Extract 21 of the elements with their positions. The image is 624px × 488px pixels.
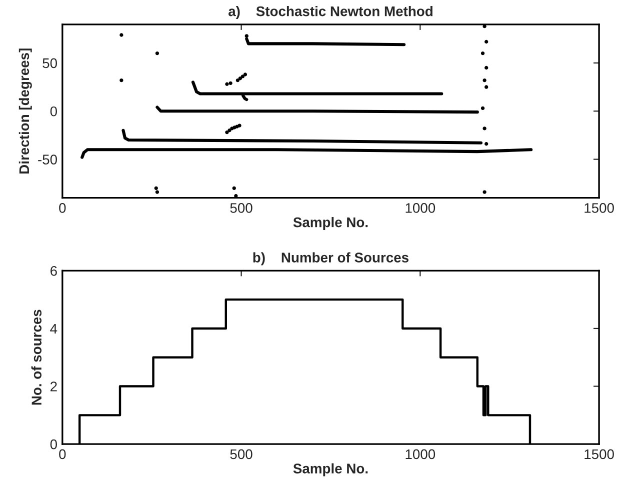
x-tick-label: 500 (230, 449, 252, 460)
x-tick-label: 1000 (406, 449, 436, 460)
y-tick-label: 0 (50, 439, 57, 450)
y-tick-label: 2 (50, 382, 57, 392)
y-tick-label: 6 (50, 266, 57, 276)
y-axis-title: No. of sources (31, 310, 42, 405)
x-axis-title: Sample No. (293, 217, 368, 230)
y-tick-label: 50 (42, 58, 57, 68)
x-axis-title: Sample No. (293, 463, 368, 476)
x-tick-label: 1500 (584, 449, 614, 460)
x-tick-label: 0 (59, 203, 66, 213)
x-tick-label: 0 (59, 449, 66, 460)
y-tick-label: 0 (50, 106, 57, 116)
y-axis-title: Direction [degrees] (18, 48, 32, 174)
y-tick-label: -50 (38, 154, 57, 164)
x-tick-label: 1000 (406, 203, 436, 213)
x-tick-label: 1500 (584, 203, 614, 213)
chart-title: a) Stochastic Newton Method (228, 6, 432, 19)
y-tick-label: 4 (50, 324, 58, 334)
x-tick-label: 500 (230, 203, 252, 213)
chart-title: b) Number of Sources (253, 252, 408, 266)
